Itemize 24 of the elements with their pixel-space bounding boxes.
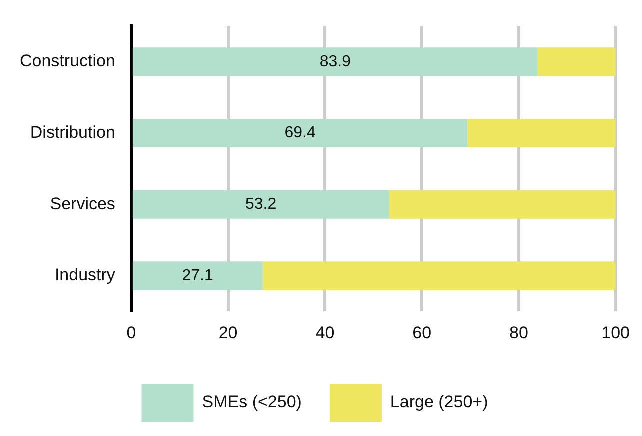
bar [132,190,390,219]
bar [132,48,538,76]
y-tick-label: Services [50,194,116,214]
x-tick-label: 0 [126,323,136,342]
x-tick-label: 40 [316,323,335,342]
x-tick-label: 60 [412,323,432,342]
bar [389,190,616,219]
x-tick-label: 80 [509,323,528,342]
data-label: 27.1 [182,267,214,284]
legend-label: SMEs (<250) [202,392,302,412]
legend-label: Large (250+) [390,392,488,412]
bar [538,48,616,76]
bar [262,262,616,290]
x-tick-label: 20 [218,323,238,342]
y-tick-label: Industry [54,266,116,285]
x-tick-label: 100 [602,323,630,342]
data-label: 83.9 [320,53,352,70]
data-label: 53.2 [245,196,277,213]
bar [132,262,263,290]
bar [132,118,468,148]
y-tick-label: Distribution [30,122,116,142]
data-label: 69.4 [284,124,316,142]
y-tick-label: Construction [20,52,116,71]
bar [468,118,616,148]
